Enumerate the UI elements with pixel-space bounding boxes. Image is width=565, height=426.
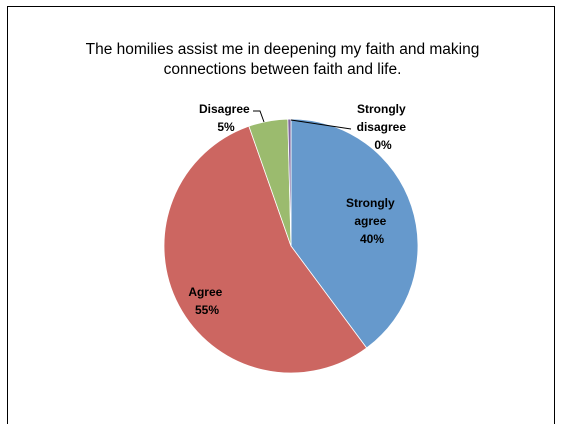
label-strongly-agree: Strongly agree 40% — [346, 196, 398, 246]
chart-title-line-1: The homilies assist me in deepening my f… — [85, 41, 480, 58]
pie-slice-agree — [163, 125, 368, 374]
label-agree: Agree 55% — [188, 285, 225, 317]
leader-line-strongly-disagree — [290, 119, 352, 130]
label-strongly-disagree: Strongly disagree 0% — [357, 102, 410, 152]
chart-title: The homilies assist me in deepening my f… — [0, 40, 565, 80]
chart-title-line-2: connections between faith and life. — [163, 61, 402, 78]
label-disagree: Disagree 5% — [199, 102, 253, 134]
pie-slice-strongly-disagree — [287, 118, 292, 247]
leader-line-disagree — [253, 110, 265, 123]
